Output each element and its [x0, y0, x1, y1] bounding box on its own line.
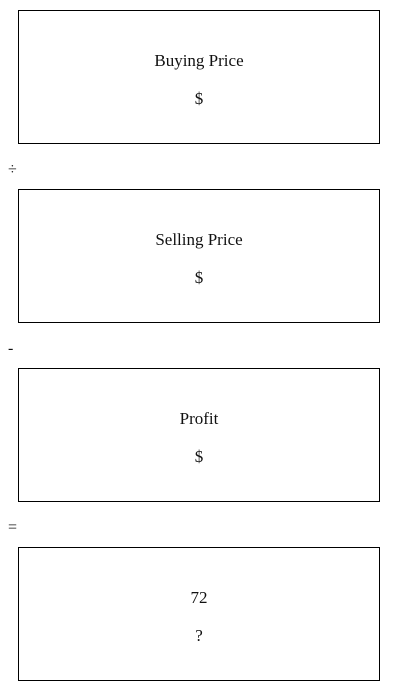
result-unknown[interactable]: ? — [195, 626, 203, 645]
profit-card: Profit $ — [18, 368, 380, 502]
minus-operator: - — [8, 340, 14, 357]
buying-price-value[interactable]: $ — [194, 89, 204, 108]
buying-price-card: Buying Price $ — [18, 10, 380, 144]
selling-price-card: Selling Price $ — [18, 189, 380, 323]
equals-operator: = — [8, 519, 18, 536]
selling-price-value[interactable]: $ — [194, 268, 204, 287]
profit-label: Profit — [179, 409, 219, 428]
profit-value[interactable]: $ — [194, 447, 204, 466]
selling-price-label: Selling Price — [155, 230, 243, 249]
result-card: 72 ? — [18, 547, 380, 681]
divide-operator: ÷ — [8, 161, 17, 178]
buying-price-label: Buying Price — [154, 51, 244, 70]
result-number: 72 — [190, 588, 208, 607]
